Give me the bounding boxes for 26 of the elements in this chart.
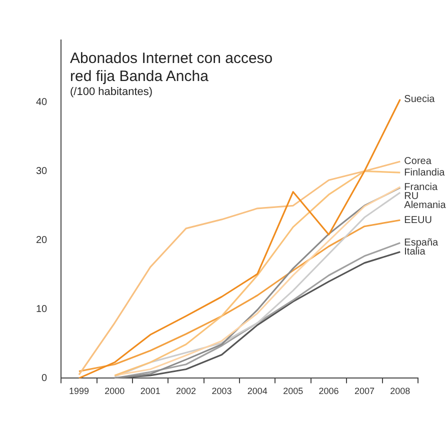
y-tick-label: 20 [36,234,48,246]
x-tick-label: 2002 [176,386,196,396]
text: Abonados Internet con acceso red fija Banda Ancha [70,50,274,86]
x-tick-label: 2006 [318,386,339,396]
series-label: Suecia [404,94,436,106]
series-label: Alemania [404,200,446,211]
x-tick-label: 2007 [354,386,374,396]
text: (/100 habitantes) [70,86,153,98]
series-label: RU [404,190,419,202]
y-tick-label: 0 [42,372,48,384]
x-tick-label: 2008 [390,386,410,396]
y-tick-label: 30 [36,166,48,177]
series-label: España [404,238,439,249]
x-tick-label: 2005 [283,386,304,396]
y-tick-label: 10 [36,304,48,315]
x-tick-label: 2000 [104,386,125,396]
y-tick-label: 40 [36,96,48,108]
series-label: Francia [404,182,438,193]
x-tick-label: 2001 [140,386,160,396]
series-label: Italia [404,246,426,258]
x-tick-label: 2003 [212,386,232,396]
series-label: EEUU [404,214,432,226]
series-label: Corea [404,156,432,168]
series-label: Finlandia [404,167,446,178]
x-tick-label: 1999 [68,386,89,396]
x-tick-label: 2004 [247,386,268,396]
